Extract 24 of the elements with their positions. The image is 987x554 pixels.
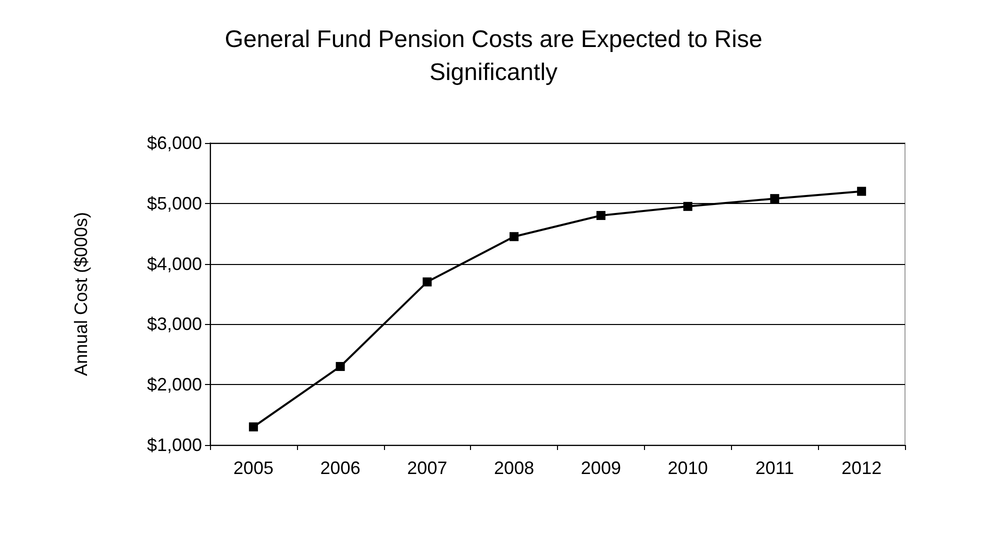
x-tick-label: 2007	[407, 458, 448, 478]
point	[857, 186, 866, 196]
point	[683, 202, 692, 211]
y-tick-label: $2,000	[146, 374, 202, 395]
point	[596, 210, 606, 220]
point	[336, 362, 345, 371]
x-tick-label: 2010	[668, 458, 708, 478]
y-tick-label: $1,000	[146, 435, 202, 455]
x-tick-label: 2012	[842, 458, 882, 478]
point	[510, 232, 519, 242]
chart-title: General Fund Pension Costs are Expected to Rise Significantly	[224, 26, 762, 86]
x-tick-label: 2005	[233, 458, 274, 478]
point	[248, 422, 258, 432]
x-tick-label: 2006	[320, 458, 360, 478]
y-tick-label: $6,000	[146, 133, 202, 153]
x-tick-label: 2009	[580, 458, 621, 478]
y-tick-label: $5,000	[146, 193, 202, 214]
point	[770, 194, 780, 204]
y-axis-title: Annual Cost ($000s)	[71, 212, 91, 376]
x-tick-label: 2008	[494, 458, 534, 478]
point	[422, 277, 432, 286]
x-tick-label: 2011	[755, 458, 794, 478]
y-tick-label: $4,000	[146, 254, 202, 274]
y-tick-label: $3,000	[146, 314, 202, 334]
